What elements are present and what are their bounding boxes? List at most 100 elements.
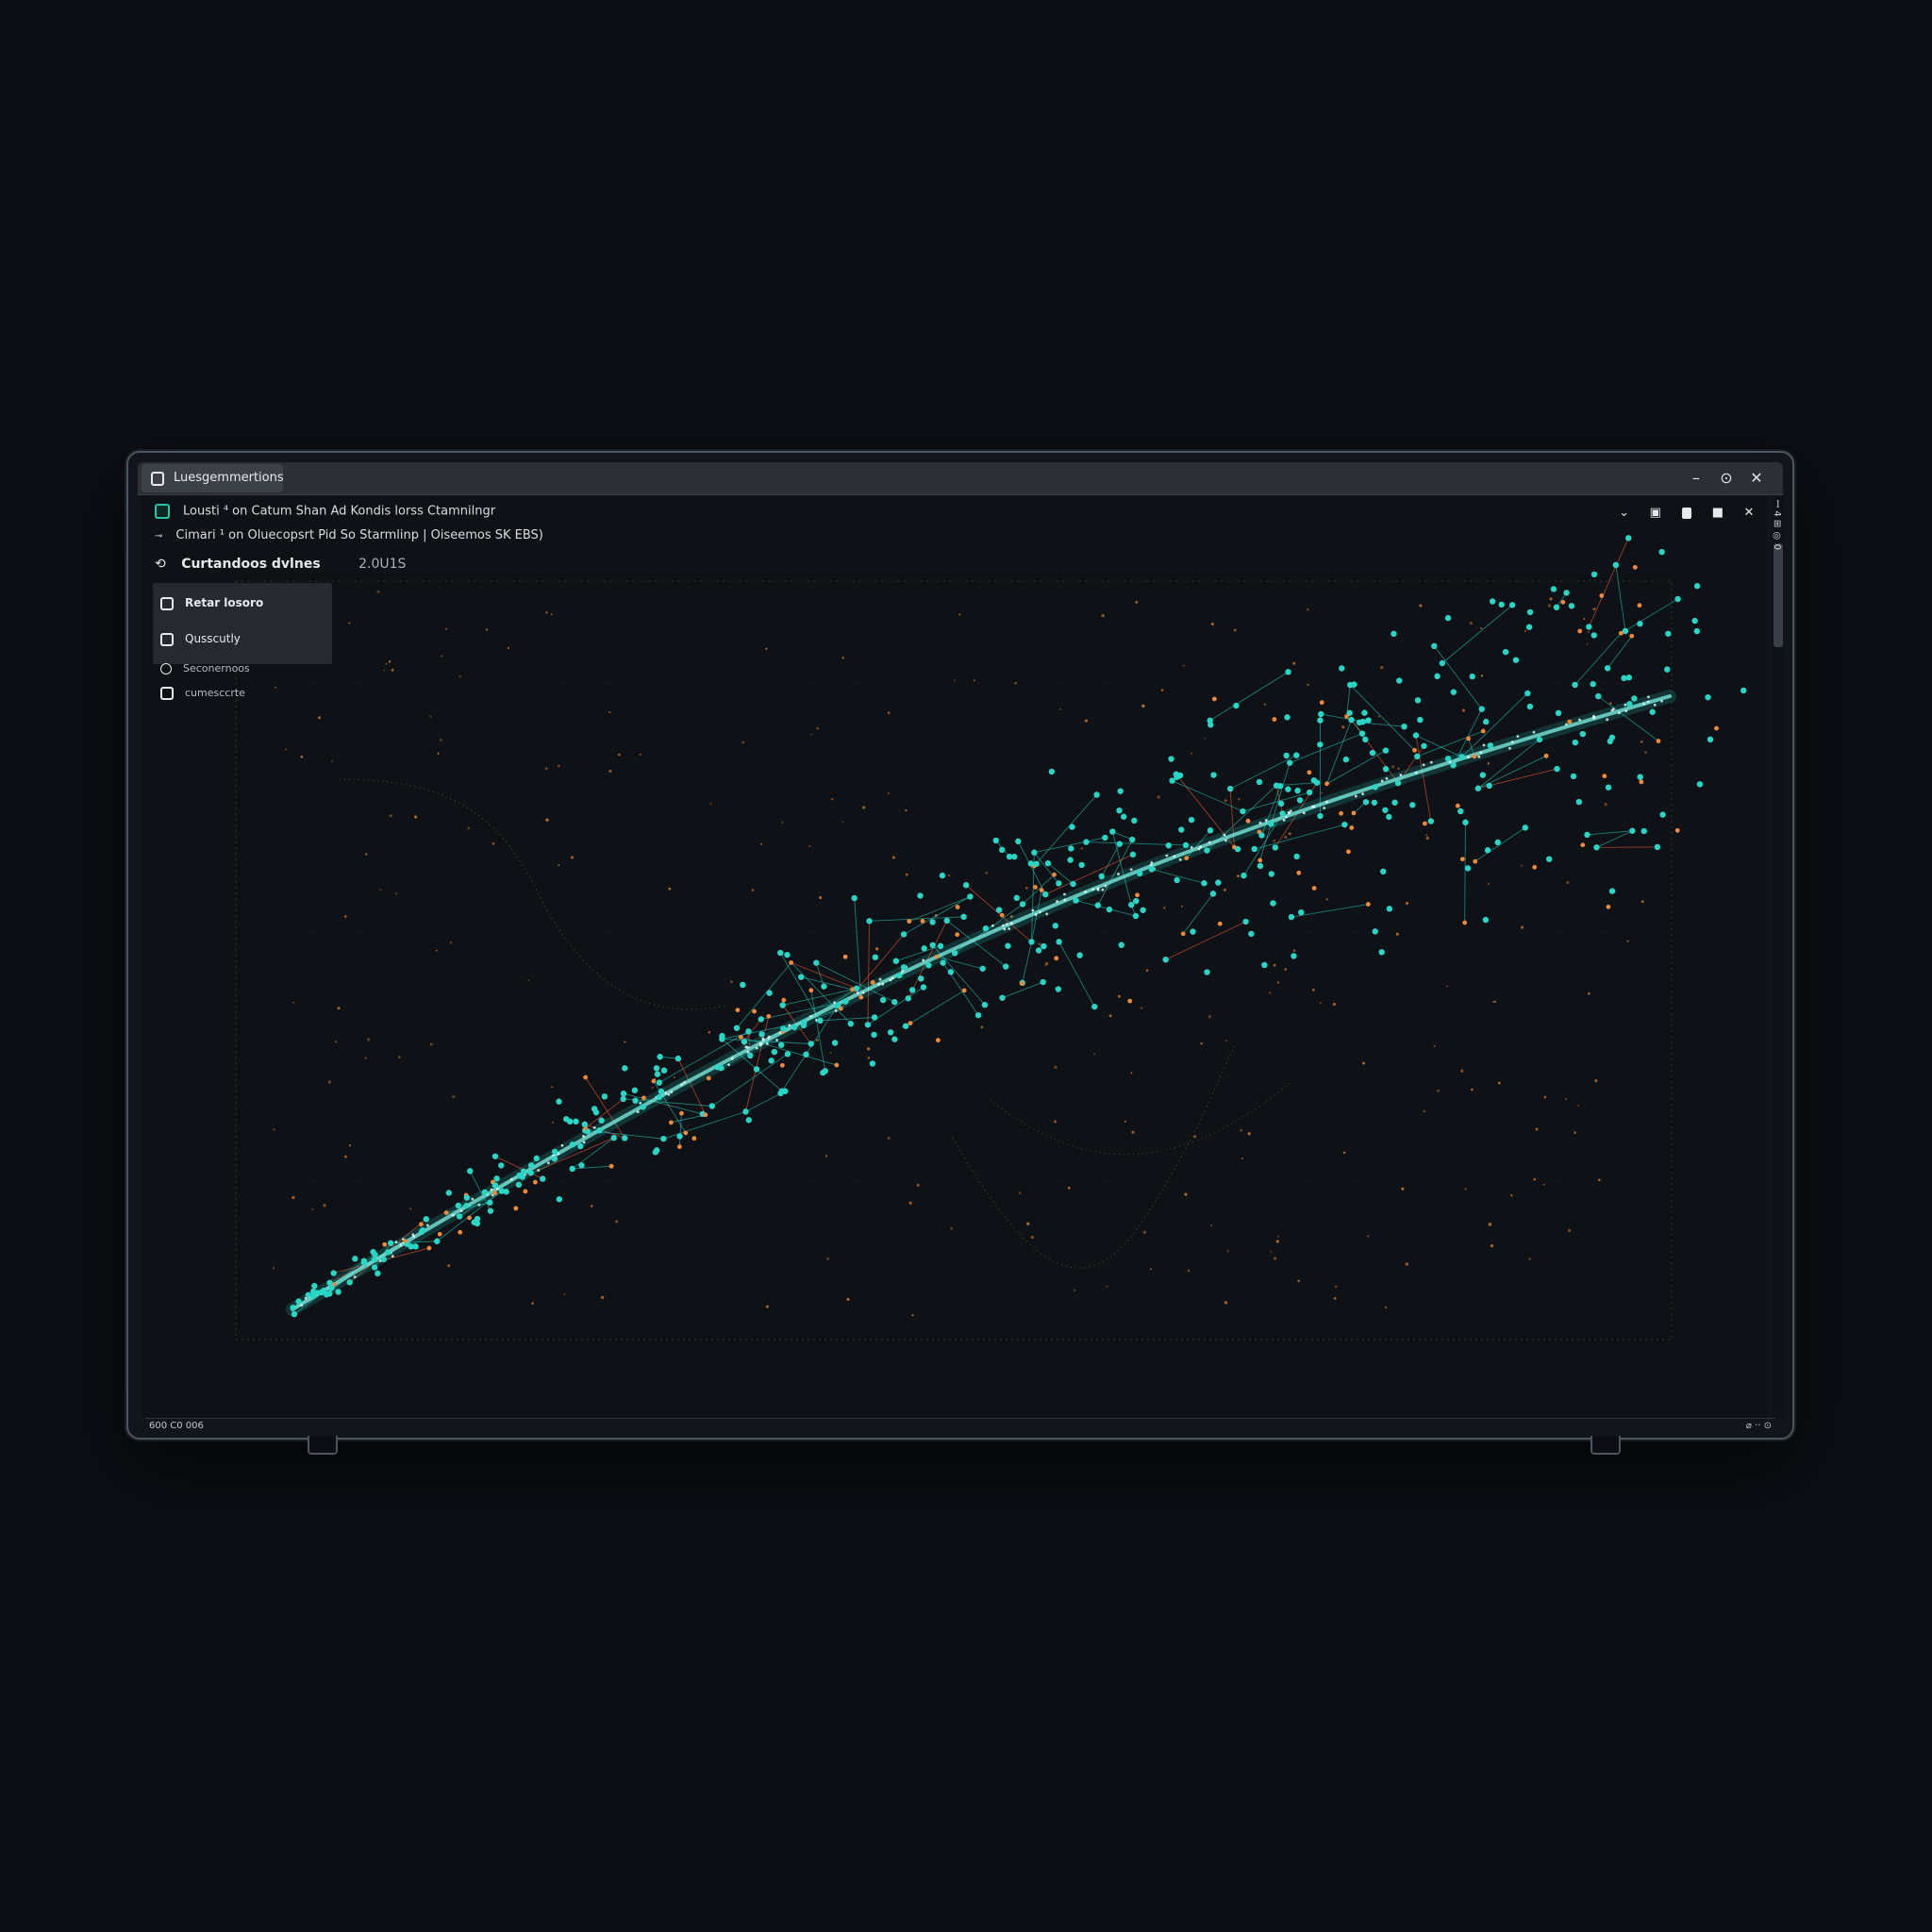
dust-dot: [385, 662, 388, 665]
info-line-2: ⊸ Cimari ¹ on Oluecopsrt Pid So Starmlinp…: [155, 528, 543, 542]
radio-icon[interactable]: [160, 663, 172, 675]
window-tab-title: Luesgemmertions: [174, 471, 284, 485]
spine-particle: [761, 1038, 765, 1041]
minimize-button[interactable]: –: [1692, 469, 1700, 487]
stop-icon[interactable]: ■: [1711, 506, 1724, 520]
network-graph[interactable]: [142, 496, 1766, 1417]
graph-node: [1128, 901, 1135, 908]
spine-particle: [889, 978, 892, 982]
graph-node: [1622, 627, 1629, 635]
spine-particle: [1002, 924, 1005, 927]
maximize-button[interactable]: ⊙: [1720, 469, 1733, 487]
layout-select[interactable]: Curtandoos dvlnes: [181, 557, 321, 572]
graph-node: [1169, 777, 1175, 784]
graph-node: [620, 1095, 626, 1103]
option-label: cumesccrte: [185, 687, 245, 699]
close-button[interactable]: ✕: [1750, 469, 1763, 487]
dust-dot: [291, 1195, 295, 1200]
graph-node: [1210, 772, 1217, 778]
graph-node: [1294, 787, 1301, 794]
graph-node: [458, 1229, 463, 1235]
option-item[interactable]: Seconernoos: [160, 662, 250, 675]
dust-dot: [617, 753, 621, 757]
window-tab[interactable]: Luesgemmertions: [142, 464, 284, 492]
refresh-icon[interactable]: ⟲: [155, 557, 166, 572]
graph-node: [835, 1002, 841, 1009]
spine-particle: [1009, 922, 1013, 925]
graph-node: [869, 1060, 876, 1067]
graph-node: [1116, 807, 1123, 814]
spine-particle: [1197, 847, 1201, 851]
dust-dot: [1058, 708, 1061, 711]
spine-particle: [1178, 858, 1182, 861]
graph-node: [1608, 734, 1616, 741]
graph-node: [995, 907, 1003, 913]
graph-node: [808, 988, 814, 993]
graph-node: [1031, 849, 1038, 856]
graph-node: [929, 941, 936, 949]
dust-dot: [1054, 1120, 1057, 1124]
graph-node: [1553, 604, 1560, 610]
dust-dot: [760, 842, 763, 845]
graph-node: [766, 1013, 772, 1019]
dust-dot: [1026, 1222, 1030, 1225]
close-panel-icon[interactable]: ✕: [1743, 506, 1755, 520]
graph-edge: [1596, 830, 1633, 848]
option-label: Retar losoro: [185, 596, 264, 609]
graph-node: [305, 1291, 311, 1299]
graph-node: [1311, 886, 1317, 891]
graph-node: [1659, 811, 1666, 818]
option-item[interactable]: cumesccrte: [160, 687, 245, 700]
spine-particle: [922, 958, 925, 962]
dust-dot: [1224, 1301, 1228, 1305]
graph-node: [853, 985, 860, 992]
dust-dot: [273, 1128, 275, 1131]
dust-dot: [1044, 963, 1047, 967]
option-item[interactable]: Retar losoro: [160, 596, 263, 610]
graph-node: [1346, 709, 1353, 716]
app-content: Lousti ⁴ on Catum Shan Ad Kondis lorss C…: [142, 496, 1785, 1417]
dust-dot: [841, 821, 844, 824]
graph-node: [1019, 981, 1024, 986]
spine-particle: [1510, 741, 1514, 743]
graph-edge: [1101, 843, 1121, 877]
graph-node: [921, 945, 927, 952]
document-icon[interactable]: [1677, 504, 1696, 523]
graph-edge: [1229, 789, 1235, 848]
graph-node: [1251, 845, 1257, 853]
checkbox-icon[interactable]: [160, 596, 174, 610]
scrollbar-thumb[interactable]: [1774, 543, 1783, 647]
dust-dot: [1480, 626, 1483, 630]
options-panel: [153, 583, 332, 664]
graph-node: [831, 1040, 839, 1046]
graph-node: [1093, 791, 1100, 798]
graph-node: [1591, 632, 1597, 639]
dust-dot: [891, 856, 895, 859]
snapshot-icon[interactable]: ▣: [1649, 506, 1661, 520]
spine-particle: [636, 1110, 640, 1114]
checkbox-icon[interactable]: [160, 632, 174, 646]
dust-dot: [1131, 1130, 1135, 1134]
dust-dot: [1549, 597, 1553, 601]
dust-dot: [429, 715, 432, 718]
graph-node: [1599, 593, 1605, 598]
spine-particle: [1285, 815, 1288, 819]
dust-dot: [379, 889, 382, 891]
graph-node: [1178, 826, 1185, 833]
graph-edge: [965, 884, 1032, 942]
dust-dot: [1419, 604, 1423, 608]
graph-node: [967, 893, 974, 900]
graph-node: [1421, 742, 1427, 749]
vertical-scrollbar[interactable]: [1772, 496, 1785, 1417]
graph-node: [1361, 709, 1368, 716]
dust-dot: [544, 767, 548, 771]
collapse-icon[interactable]: ⌄: [1619, 506, 1630, 520]
graph-edge: [1058, 941, 1095, 1008]
dust-dot: [765, 1305, 769, 1308]
dust-dot: [1284, 835, 1288, 839]
graph-node: [1258, 832, 1265, 839]
option-item[interactable]: Qusscutly: [160, 632, 241, 646]
dust-dot: [1342, 1151, 1346, 1155]
graph-node: [370, 1248, 376, 1256]
checkbox-icon[interactable]: [160, 687, 174, 700]
